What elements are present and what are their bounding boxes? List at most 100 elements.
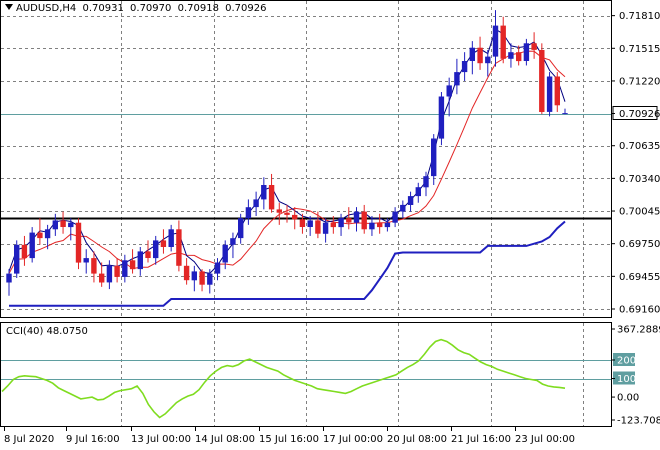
bullish-candle — [461, 61, 468, 73]
bullish-candle — [338, 218, 344, 228]
bearish-candle — [554, 76, 560, 106]
price-tick-label: 0.69750 — [619, 239, 660, 250]
bearish-candle — [21, 244, 28, 259]
cci-tick-label: 367.2889 — [617, 325, 660, 336]
price-tick-label: 0.70635 — [619, 141, 660, 152]
cci-header: CCI(40) 48.0750 — [6, 326, 91, 337]
bullish-candle — [469, 47, 475, 61]
bearish-candle — [361, 211, 367, 230]
bullish-candle — [384, 222, 391, 228]
chart-header: AUDUSD,H4 0.70931 0.70970 0.70918 0.7092… — [5, 3, 269, 14]
bullish-candle — [446, 85, 452, 97]
cci-indicator-line — [1, 338, 566, 419]
bullish-candle — [29, 232, 35, 259]
chart-menu-triangle-icon[interactable] — [5, 4, 13, 10]
bearish-candle — [315, 220, 321, 234]
bullish-candle — [562, 113, 568, 115]
time-tick-label: 9 Jul 16:00 — [66, 434, 120, 445]
bullish-candle — [168, 229, 174, 247]
main-panel-frame — [0, 0, 612, 318]
bullish-candle — [508, 52, 514, 59]
symbol-label: AUDUSD,H4 — [16, 3, 77, 14]
time-tick-label: 17 Jul 00:00 — [323, 434, 383, 445]
cci-label: CCI(40) — [6, 326, 44, 337]
cci-axis: 367.2889 200 100 0.00 -123.7087 — [611, 325, 660, 427]
bearish-candle — [531, 43, 537, 50]
price-tick-label: 0.71515 — [619, 44, 660, 55]
low-value: 0.70918 — [177, 3, 219, 14]
bullish-candle — [191, 271, 197, 281]
open-value: 0.70931 — [82, 3, 124, 14]
bullish-candle — [415, 187, 421, 197]
time-tick-label: 21 Jul 16:00 — [451, 434, 511, 445]
bullish-candle — [400, 204, 406, 212]
bullish-candle — [485, 56, 491, 64]
bearish-candle — [276, 209, 282, 213]
bullish-candle — [307, 220, 313, 227]
bullish-candle — [238, 218, 244, 239]
bearish-candle — [284, 212, 290, 215]
bearish-candle — [199, 271, 205, 285]
bullish-candle — [322, 222, 329, 234]
cci-value: 48.0750 — [46, 326, 88, 337]
bearish-candle — [539, 50, 545, 112]
bearish-candle — [160, 240, 167, 247]
bearish-candle — [176, 229, 182, 266]
bullish-candle — [83, 258, 89, 263]
time-tick-label: 14 Jul 08:00 — [195, 434, 255, 445]
time-tick-label: 15 Jul 16:00 — [259, 434, 319, 445]
bullish-candle — [230, 238, 236, 245]
fast-moving-average-line — [8, 50, 566, 274]
price-tick-label: 0.69160 — [619, 305, 660, 316]
cci-tick-label: 100 — [617, 374, 636, 385]
time-tick-label: 23 Jul 00:00 — [515, 434, 575, 445]
bearish-candle — [60, 220, 66, 227]
time-tick-label: 20 Jul 08:00 — [387, 434, 447, 445]
bullish-candle — [52, 220, 58, 230]
bearish-candle — [129, 260, 136, 270]
bullish-candle — [523, 43, 530, 61]
current-price-box — [612, 106, 658, 120]
cci-level-box — [613, 353, 635, 366]
grid-lines — [1, 1, 611, 426]
price-tick-label: 0.70926 — [619, 109, 660, 120]
price-tick-label: 0.70045 — [619, 207, 660, 218]
bullish-candle — [14, 244, 20, 274]
bearish-candle — [292, 214, 298, 220]
bearish-candle — [114, 265, 120, 277]
cci-tick-label: 200 — [617, 356, 636, 367]
bearish-candle — [330, 222, 336, 228]
bullish-candle — [68, 222, 74, 228]
bullish-candle — [222, 244, 228, 263]
bullish-candle — [122, 260, 128, 277]
bearish-candle — [183, 265, 190, 281]
bearish-candle — [516, 52, 522, 62]
bearish-candle — [268, 185, 275, 210]
bearish-candle — [145, 251, 151, 258]
time-tick-label: 13 Jul 00:00 — [131, 434, 191, 445]
cci-level-box — [613, 371, 635, 385]
bullish-candle — [207, 273, 213, 285]
cci-tick-label: -123.7087 — [617, 416, 660, 427]
bearish-candle — [37, 232, 43, 239]
cci-tick-label: 0.00 — [617, 393, 639, 404]
bearish-candle — [377, 222, 383, 228]
bullish-candle — [423, 176, 429, 188]
bullish-candle — [431, 138, 437, 177]
bullish-candle — [106, 265, 113, 283]
bearish-candle — [346, 218, 352, 223]
bearish-candle — [75, 222, 82, 263]
bullish-candle — [214, 262, 221, 274]
time-axis: 8 Jul 2020 9 Jul 16:00 13 Jul 00:00 14 Jul … — [4, 427, 575, 445]
price-tick-label: 0.71810 — [619, 11, 660, 22]
bullish-candle — [137, 251, 143, 270]
price-tick-label: 0.69455 — [619, 272, 660, 283]
price-axis: 0.71810 0.71515 0.71220 0.70926 0.70635 0.703… — [611, 11, 660, 316]
bullish-candle — [369, 222, 375, 230]
trailing-stop-line — [9, 220, 566, 307]
bullish-candle — [245, 207, 252, 219]
bullish-candle — [392, 211, 398, 223]
bullish-candle — [261, 185, 267, 200]
bearish-candle — [91, 258, 97, 274]
